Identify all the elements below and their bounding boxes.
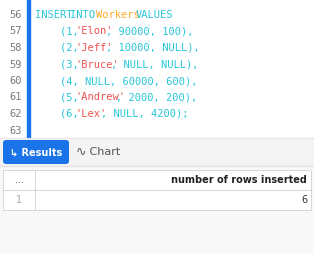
Text: , NULL, NULL),: , NULL, NULL), [111, 59, 198, 70]
Text: (1,: (1, [35, 26, 85, 37]
Text: number of rows inserted: number of rows inserted [171, 175, 307, 185]
Text: 58: 58 [9, 43, 22, 53]
Bar [0, 166, 314, 254]
Text: 'Lex': 'Lex' [75, 109, 107, 119]
Text: 'Bruce': 'Bruce' [75, 59, 119, 70]
Text: , 2000, 200),: , 2000, 200), [116, 92, 197, 103]
FancyBboxPatch shape [3, 140, 69, 164]
Text: 60: 60 [9, 76, 22, 86]
Text: 63: 63 [9, 125, 22, 135]
Text: , 10000, NULL),: , 10000, NULL), [106, 43, 199, 53]
Text: 6: 6 [301, 195, 307, 205]
Text: (5,: (5, [35, 92, 85, 103]
Text: (6,: (6, [35, 109, 85, 119]
Text: 'Jeff': 'Jeff' [75, 43, 113, 53]
Text: Workers: Workers [95, 10, 146, 20]
Text: (3,: (3, [35, 59, 85, 70]
Text: 'Elon': 'Elon' [75, 26, 113, 37]
Bar [0, 138, 314, 166]
Text: 62: 62 [9, 109, 22, 119]
Text: 1: 1 [16, 195, 22, 205]
Bar [3, 170, 311, 210]
Text: ↳ Results: ↳ Results [10, 147, 62, 157]
Text: 56: 56 [9, 10, 22, 20]
Bar [27, 0, 30, 138]
Text: Chart: Chart [86, 147, 120, 157]
Text: INSERT: INSERT [35, 10, 79, 20]
Text: INTO: INTO [70, 10, 102, 20]
Text: ∿: ∿ [76, 146, 86, 158]
Bar [3, 170, 311, 210]
Text: , NULL, 4200);: , NULL, 4200); [101, 109, 188, 119]
Text: VALUES: VALUES [136, 10, 174, 20]
Text: (2,: (2, [35, 43, 85, 53]
Bar [0, 0, 314, 138]
Text: 57: 57 [9, 26, 22, 37]
Text: 'Andrew': 'Andrew' [75, 92, 125, 103]
Text: 61: 61 [9, 92, 22, 103]
Text: (4, NULL, 60000, 600),: (4, NULL, 60000, 600), [35, 76, 198, 86]
Text: , 90000, 100),: , 90000, 100), [106, 26, 193, 37]
Text: ...: ... [14, 175, 24, 185]
Text: 59: 59 [9, 59, 22, 70]
